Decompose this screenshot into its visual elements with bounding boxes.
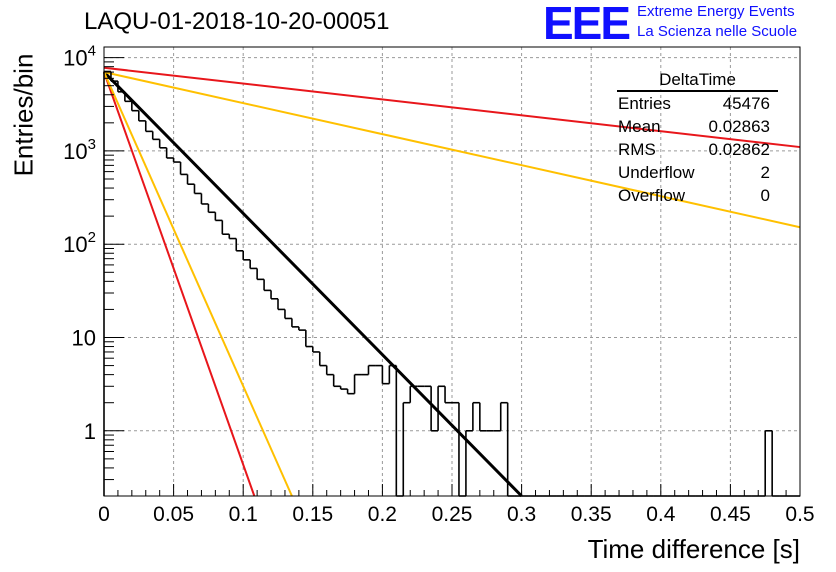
fit-line-red-shallow bbox=[103, 66, 801, 149]
stats-row-mean: Mean 0.02863 bbox=[613, 115, 778, 138]
fit-line-yellow-shallow bbox=[103, 71, 801, 229]
stats-name: DeltaTime bbox=[617, 70, 778, 92]
x-tick-label: 0.2 bbox=[368, 503, 397, 526]
x-tick-label: 0 bbox=[98, 503, 110, 526]
y-tick-label: 103 bbox=[63, 136, 96, 164]
x-axis: 0 0.05 0.1 0.15 0.2 0.25 0.3 0.35 0.4 0.45 0.5 bbox=[98, 484, 815, 526]
x-axis-label: Time difference [s] bbox=[587, 534, 800, 564]
y-axis-label-box: Entries/bin bbox=[4, 50, 44, 180]
y-tick-exponent: 2 bbox=[88, 229, 96, 246]
stats-value: 0 bbox=[760, 186, 770, 205]
logo-line-1: Extreme Energy Events bbox=[637, 3, 795, 20]
stats-row-underflow: Underflow 2 bbox=[613, 161, 778, 184]
y-tick-exponent: 4 bbox=[88, 43, 96, 60]
stats-label: Mean bbox=[618, 117, 661, 136]
x-tick-label: 0.4 bbox=[646, 503, 676, 526]
fit-lines bbox=[102, 66, 801, 498]
chart-title: LAQU-01-2018-10-20-00051 bbox=[84, 8, 390, 35]
stats-value: 0.02862 bbox=[708, 140, 770, 159]
x-tick-label: 0.45 bbox=[710, 503, 751, 526]
stats-row-entries: Entries 45476 bbox=[613, 92, 778, 115]
y-tick-exponent: 3 bbox=[88, 136, 96, 153]
x-tick-label: 0.5 bbox=[785, 503, 814, 526]
grid bbox=[104, 47, 800, 496]
stats-label: RMS bbox=[618, 140, 656, 159]
y-tick-label: 104 bbox=[63, 43, 96, 71]
fit-line-red-steep bbox=[103, 71, 256, 497]
fit-line-yellow-steep bbox=[103, 71, 293, 497]
stats-label: Underflow bbox=[618, 163, 695, 182]
x-tick-label: 0.35 bbox=[571, 503, 612, 526]
eee-logo: EEE bbox=[543, 0, 631, 49]
stats-value: 45476 bbox=[722, 94, 770, 113]
x-tick-label: 0.05 bbox=[153, 503, 194, 526]
y-tick-label: 102 bbox=[63, 229, 96, 257]
stats-label: Overflow bbox=[618, 186, 686, 205]
stats-row-overflow: Overflow 0 bbox=[613, 184, 778, 207]
stats-value: 0.02863 bbox=[708, 117, 770, 136]
x-tick-label: 0.15 bbox=[292, 503, 333, 526]
y-tick-label: 10 bbox=[72, 326, 96, 351]
stats-value: 2 bbox=[760, 163, 770, 182]
logo-line-2: La Scienza nelle Scuole bbox=[637, 23, 798, 40]
x-tick-label: 0.3 bbox=[507, 503, 536, 526]
eee-logo-text: Extreme Energy Events La Scienza nelle S… bbox=[637, 2, 797, 42]
fit-line-fit bbox=[102, 71, 523, 498]
x-tick-label: 0.1 bbox=[229, 503, 258, 526]
stats-label: Entries bbox=[618, 94, 671, 113]
stats-box: DeltaTime Entries 45476 Mean 0.02863 RMS 0.… bbox=[613, 70, 778, 207]
x-tick-label: 0.25 bbox=[432, 503, 473, 526]
y-axis-label: Entries/bin bbox=[8, 53, 39, 177]
y-tick-label: 1 bbox=[84, 419, 96, 444]
stats-row-rms: RMS 0.02862 bbox=[613, 138, 778, 161]
